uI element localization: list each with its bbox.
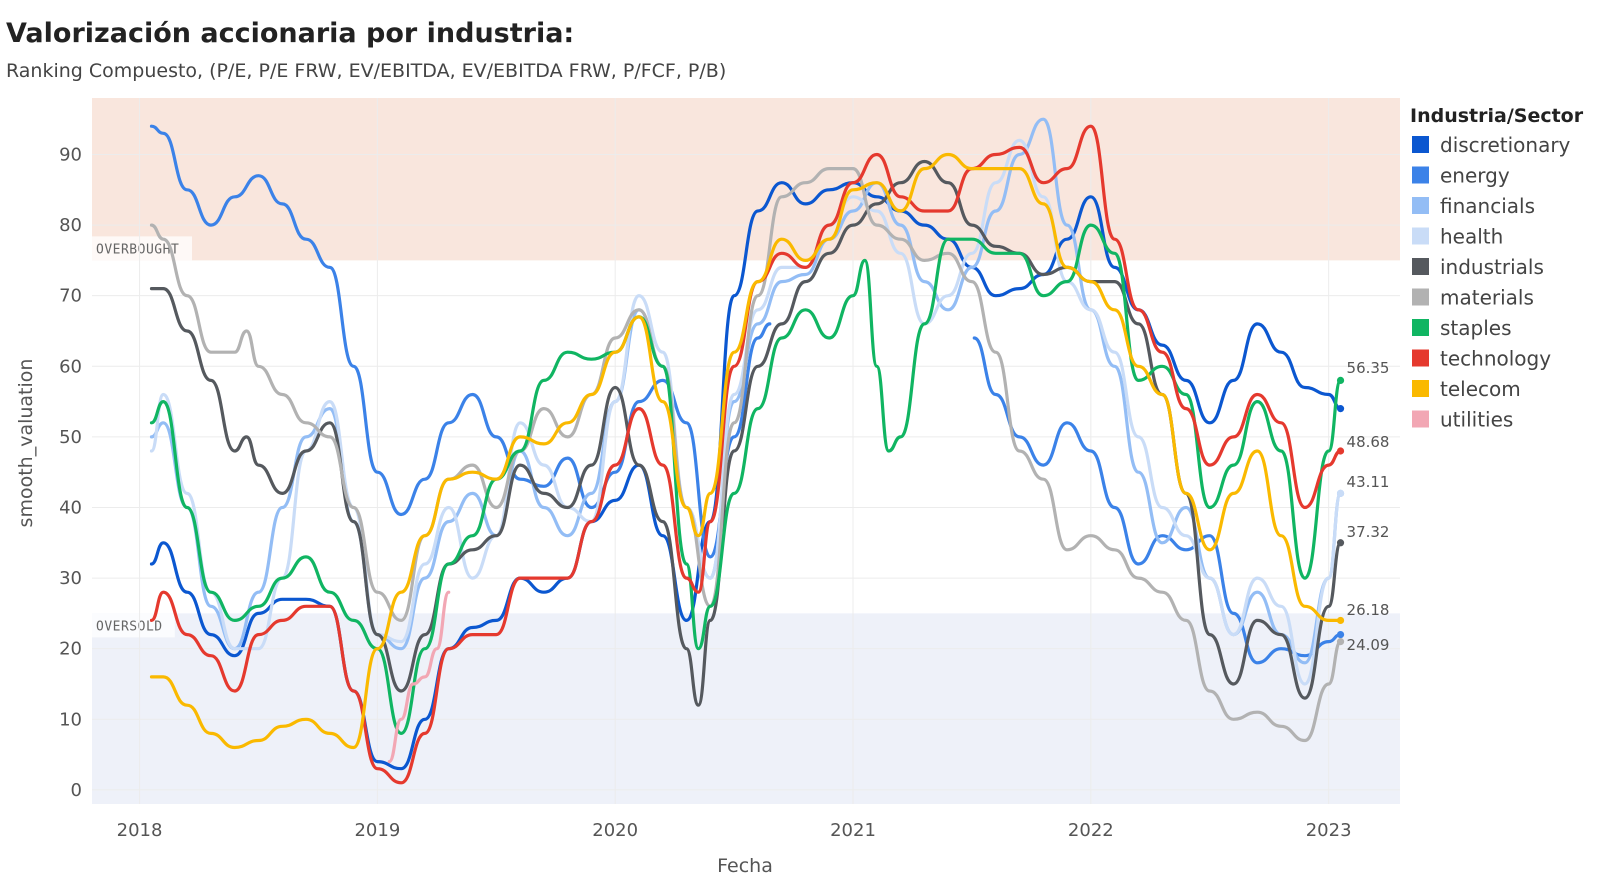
zone-overbought (92, 98, 1400, 261)
zone-oversold (92, 613, 1400, 804)
series-end-point-telecom (1336, 616, 1345, 625)
x-tick-label: 2021 (830, 820, 876, 841)
legend: Industria/Sector discretionary energy fina… (1410, 105, 1584, 432)
series-end-point-discretionary (1336, 405, 1345, 413)
series-end-point-health (1336, 489, 1345, 497)
series-end-point-technology (1336, 447, 1345, 455)
series-line-telecom (149, 152, 1343, 750)
series-line-health (149, 138, 1343, 686)
series-end-point-energy (1336, 630, 1345, 639)
legend-swatch-utilities (1412, 410, 1429, 428)
legend-swatch-energy (1412, 166, 1429, 184)
axis-ticks: 0 10 20 30 40 50 60 70 80 90 2018 2019 2020 2021 2022 2… (59, 144, 1351, 841)
legend-swatch-financials (1412, 197, 1429, 214)
y-tick-label: 20 (59, 639, 82, 660)
legend-swatch-health (1412, 227, 1429, 245)
legend-label-financials: financials (1440, 194, 1535, 218)
legend-label-telecom: telecom (1440, 377, 1521, 401)
series-lines (149, 117, 1345, 785)
y-tick-label: 50 (59, 427, 82, 448)
zones: OVERBOUGHT OVERSOLD (92, 98, 1400, 804)
series-line-materials (149, 166, 1343, 743)
legend-swatch-staples (1412, 319, 1429, 336)
legend-label-discretionary: discretionary (1440, 133, 1571, 157)
legend-label-materials: materials (1440, 286, 1534, 310)
series-end-point-industrials (1336, 539, 1345, 547)
legend-label-industrials: industrials (1440, 255, 1544, 279)
legend-label-energy: energy (1440, 164, 1510, 188)
zone-label: OVERBOUGHT (96, 242, 179, 257)
y-tick-label: 60 (59, 356, 82, 377)
legend-label-staples: staples (1440, 316, 1512, 340)
x-tick-label: 2019 (354, 820, 400, 841)
series-line-utilities (387, 590, 451, 764)
chart-title: Valorización accionaria por industria: (6, 18, 574, 49)
end-value-label: 26.18 (1347, 601, 1390, 619)
legend-swatch-materials (1412, 288, 1429, 306)
chart-subtitle: Ranking Compuesto, (P/E, P/E FRW, EV/EBI… (6, 60, 726, 82)
end-value-label: 37.32 (1347, 523, 1390, 541)
x-tick-label: 2018 (117, 820, 163, 841)
x-tick-label: 2020 (592, 820, 638, 841)
zone-label-bg (92, 236, 192, 261)
legend-swatch-telecom (1412, 380, 1429, 397)
legend-title: Industria/Sector (1410, 105, 1584, 127)
legend-label-health: health (1440, 225, 1503, 249)
x-tick-label: 2023 (1306, 820, 1352, 841)
y-tick-label: 80 (59, 215, 82, 236)
legend-label-utilities: utilities (1440, 408, 1513, 432)
legend-swatch-industrials (1412, 258, 1429, 275)
series-line-technology (149, 124, 1343, 785)
end-value-label: 48.68 (1347, 433, 1390, 451)
x-tick-label: 2022 (1068, 820, 1114, 841)
y-tick-label: 0 (71, 780, 82, 801)
end-value-label: 56.35 (1347, 359, 1390, 377)
legend-swatch-discretionary (1412, 136, 1429, 153)
legend-label-technology: technology (1440, 347, 1551, 371)
y-tick-label: 10 (59, 709, 82, 730)
series-line-staples (149, 223, 1343, 735)
legend-swatch-technology (1412, 349, 1429, 367)
end-value-label: 43.11 (1347, 473, 1390, 491)
y-axis-title: smooth_valuation (15, 359, 37, 528)
zone-label: OVERSOLD (96, 619, 163, 634)
end-value-label: 24.09 (1347, 636, 1390, 654)
series-end-point-staples (1336, 376, 1345, 384)
y-tick-label: 40 (59, 497, 82, 518)
series-line-energy (149, 124, 1343, 665)
zone-label-bg (92, 613, 175, 638)
y-tick-label: 70 (59, 286, 82, 307)
y-tick-label: 90 (59, 144, 82, 165)
series-end-point-materials (1336, 638, 1345, 646)
end-labels: 56.35 48.68 43.11 37.32 26.18 24.09 (1347, 359, 1390, 654)
x-axis-title: Fecha (717, 855, 773, 877)
y-tick-label: 30 (59, 568, 82, 589)
